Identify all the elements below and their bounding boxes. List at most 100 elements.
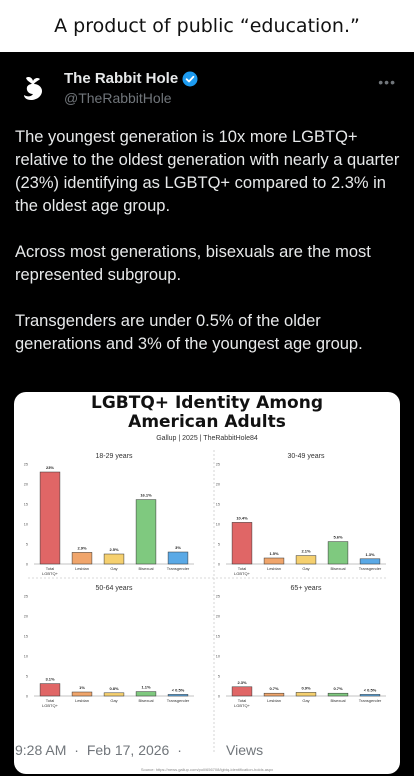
data-label: 2.9% [77,545,87,550]
tweet-paragraph: Transgenders are under 0.5% of the older… [15,312,363,353]
x-tick-label: LGBTQ+ [234,571,251,576]
y-tick-label: 10 [216,655,220,659]
tweet: The Rabbit Hole @TheRabbitHole ••• The y… [0,52,414,776]
data-label: 1.3% [365,552,375,557]
more-icon[interactable]: ••• [378,74,396,90]
tweet-timestamp[interactable]: 9:28 AM · Feb 17, 2026 · [15,742,186,758]
y-tick-label: 10 [24,523,28,527]
chart-source: Source: https://news.gallup.com/poll/656… [140,767,274,772]
data-label: < 0.5% [172,687,185,692]
data-label: 2.5% [109,547,119,552]
data-label: < 0.5% [364,687,377,692]
x-tick-label: Lesbian [267,566,281,571]
y-tick-label: 5 [26,543,28,547]
y-tick-label: 20 [216,483,220,487]
data-label: 3% [175,545,181,550]
chart-title-line1: LGBTQ+ Identity Among [91,393,323,413]
data-label: 23% [46,465,54,470]
y-tick-label: 15 [216,635,220,639]
author-handle[interactable]: @TheRabbitHole [64,90,172,106]
panel-title: 50-64 years [96,585,133,592]
tweet-media-image[interactable]: LGBTQ+ Identity Among American Adults Ga… [14,392,400,774]
data-label: 2.1% [301,549,311,554]
x-tick-label: Bisexual [330,698,345,703]
bar [263,557,285,565]
x-tick-label: Total [46,698,55,703]
x-tick-label: Bisexual [138,698,153,703]
x-tick-label: Lesbian [75,566,89,571]
bar [135,691,157,697]
data-label: 5.6% [333,535,343,540]
y-tick-label: 20 [24,483,28,487]
y-tick-label: 20 [216,615,220,619]
chart-title: LGBTQ+ Identity Among American Adults [14,394,400,432]
tweet-text: The youngest generation is 10x more LGBT… [15,126,401,379]
tweet-paragraph: The youngest generation is 10x more LGBT… [15,128,400,215]
bar [263,692,285,697]
bar [359,694,381,697]
data-label: 1.1% [141,685,151,690]
x-tick-label: LGBTQ+ [42,703,59,708]
bar [231,686,253,697]
x-tick-label: Total [238,698,247,703]
x-tick-label: Transgender [359,698,382,703]
views-label[interactable]: Views [226,742,264,758]
author-name-row[interactable]: The Rabbit Hole [64,70,198,87]
x-tick-label: Transgender [167,566,190,571]
verified-badge-icon [182,71,198,86]
y-tick-label: 0 [218,563,220,567]
data-label: 10.4% [236,515,248,520]
bar [327,541,349,565]
rabbit-logo-icon [24,77,42,100]
panel-title: 30-49 years [288,453,325,460]
bar [295,555,317,565]
meta-separator: · [74,742,79,758]
bar [327,692,349,697]
data-label: 2.3% [237,680,247,685]
y-tick-label: 10 [216,523,220,527]
y-tick-label: 25 [24,595,28,599]
data-label: 0.7% [333,686,343,691]
y-tick-label: 20 [24,615,28,619]
x-tick-label: Gay [110,698,117,703]
meta-separator: · [177,742,182,758]
y-tick-label: 25 [24,463,28,467]
panel-title: 18-29 years [96,453,133,460]
charts-canvas: 18-29 years051015202523%TotalLGBTQ+2.9%L… [24,450,386,754]
x-tick-label: Gay [302,698,309,703]
y-tick-label: 0 [218,695,220,699]
y-tick-label: 15 [216,503,220,507]
y-tick-label: 25 [216,463,220,467]
y-tick-label: 15 [24,635,28,639]
bar [39,683,61,697]
bar [135,499,157,565]
y-tick-label: 15 [24,503,28,507]
x-tick-label: Gay [110,566,117,571]
bar [295,692,317,697]
chart-title-line2: American Adults [128,412,286,432]
bar [359,558,381,565]
data-label: 0.8% [109,686,119,691]
data-label: 1.5% [269,551,279,556]
tweet-time: 9:28 AM [15,742,67,758]
y-tick-label: 5 [218,543,220,547]
meme-caption-bar: A product of public “education.” [0,0,414,52]
data-label: 1% [79,685,85,690]
x-tick-label: Lesbian [267,698,281,703]
data-label: 16.1% [140,493,152,498]
x-tick-label: Total [46,566,55,571]
y-tick-label: 5 [26,675,28,679]
tweet-paragraph: Across most generations, bisexuals are t… [15,243,371,284]
data-label: 3.1% [45,677,55,682]
avatar[interactable] [16,72,50,106]
y-tick-label: 0 [26,563,28,567]
bar [167,551,189,565]
meme-caption: A product of public “education.” [54,15,360,37]
author-name[interactable]: The Rabbit Hole [64,70,179,87]
bar [167,694,189,697]
x-tick-label: LGBTQ+ [234,703,251,708]
bar [71,552,93,565]
data-label: 0.7% [269,686,279,691]
